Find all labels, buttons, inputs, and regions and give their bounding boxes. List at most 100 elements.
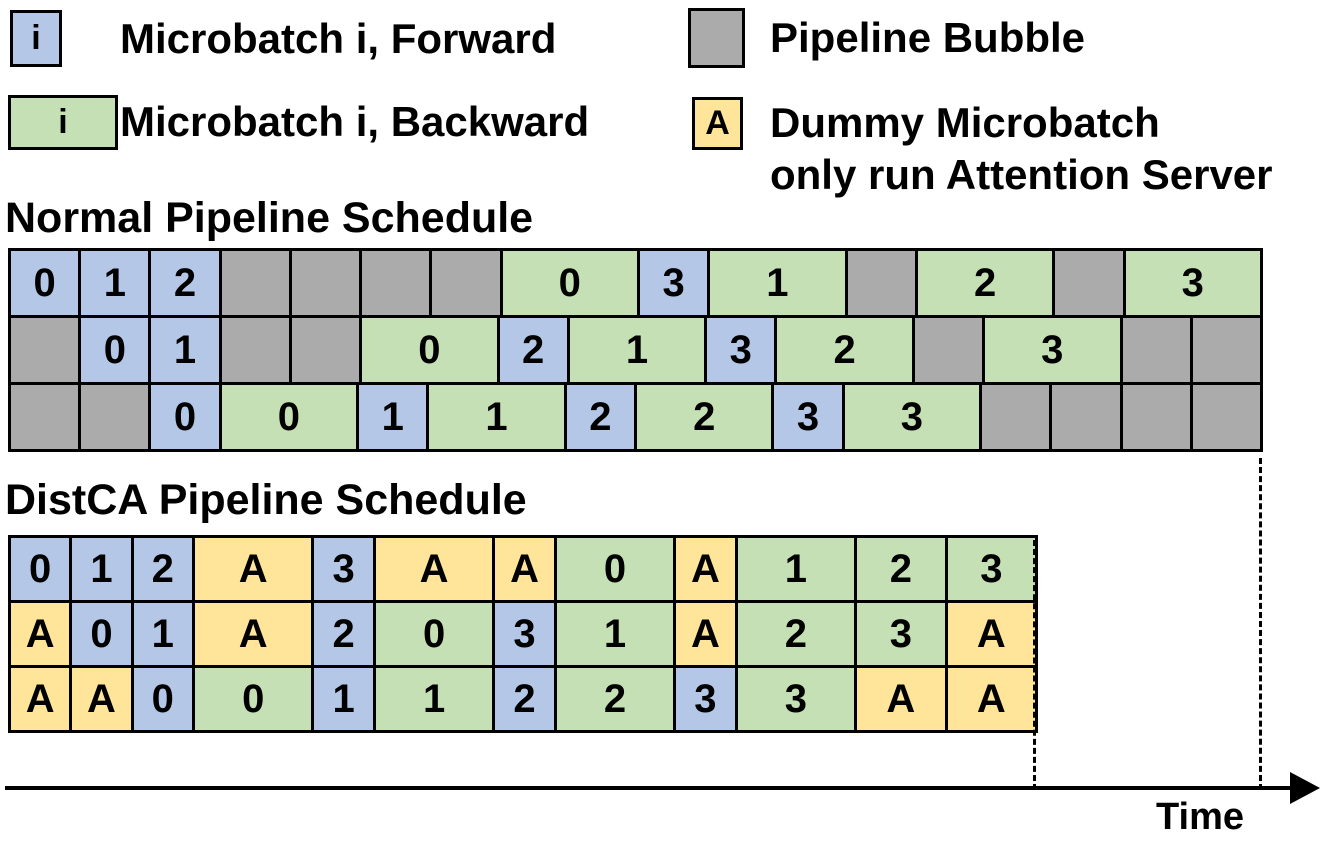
cell-backward-2: 2 [734,600,858,668]
cell-bubble [8,382,82,452]
cell-bubble [359,248,433,318]
cell-dummy-A: A [69,665,134,733]
cell-bubble [218,315,292,385]
cell-forward-3: 3 [771,382,845,452]
cell-dummy-A: A [372,535,496,603]
legend-forward-swatch-text: i [31,19,41,57]
cell-forward-2: 2 [496,315,570,385]
cell-backward-2: 2 [633,382,775,452]
legend-dummy-label-line2: only run Attention Server [770,151,1273,198]
time-axis-label: Time [1155,796,1244,838]
cell-forward-3: 3 [704,315,778,385]
cell-dummy-A: A [673,600,738,668]
cell-dummy-A: A [8,665,73,733]
cell-backward-0: 0 [191,665,315,733]
cell-forward-0: 0 [8,248,82,318]
cell-dummy-A: A [492,535,557,603]
legend-bubble-label: Pipeline Bubble [770,14,1086,61]
cell-forward-1: 1 [356,382,430,452]
cell-dummy-A: A [944,665,1039,733]
cell-bubble [288,248,363,318]
cell-backward-2: 2 [774,315,915,385]
cell-forward-0: 0 [69,600,134,668]
cell-backward-0: 0 [372,600,496,668]
cell-backward-2: 2 [854,535,948,603]
cell-forward-2: 2 [563,382,637,452]
cell-bubble [429,248,503,318]
cell-forward-3: 3 [673,665,738,733]
cell-forward-2: 2 [130,535,195,603]
cell-forward-2: 2 [492,665,557,733]
cell-bubble [1189,315,1263,385]
cell-backward-3: 3 [944,535,1039,603]
cell-bubble [8,315,82,385]
cell-backward-1: 1 [553,600,677,668]
legend-dummy-label-line1: Dummy Microbatch [770,99,1160,146]
cell-forward-3: 3 [636,248,711,318]
cell-dummy-A: A [944,600,1039,668]
cell-bubble [1119,382,1193,452]
cell-bubble [1049,382,1123,452]
cell-backward-3: 3 [841,382,983,452]
cell-backward-0: 0 [553,535,677,603]
cell-forward-1: 1 [148,315,222,385]
cell-backward-3: 3 [854,600,948,668]
distca-schedule-title: DistCA Pipeline Schedule [5,476,527,524]
cell-backward-3: 3 [982,315,1123,385]
cell-bubble [979,382,1053,452]
cell-backward-1: 1 [426,382,567,452]
cell-forward-0: 0 [130,665,195,733]
legend-dummy-swatch: A [692,97,743,150]
cell-backward-2: 2 [914,248,1056,318]
cell-bubble [288,315,363,385]
cell-backward-1: 1 [372,665,496,733]
cell-forward-1: 1 [69,535,134,603]
cell-backward-0: 0 [499,248,640,318]
cell-forward-0: 0 [78,315,152,385]
cell-forward-2: 2 [148,248,222,318]
cell-bubble [844,248,918,318]
cell-bubble [78,382,152,452]
legend-forward-label: Microbatch i, Forward [120,15,557,62]
cell-backward-2: 2 [553,665,677,733]
cell-backward-1: 1 [566,315,708,385]
cell-backward-1: 1 [734,535,858,603]
cell-bubble [1189,382,1263,452]
legend-backward-label: Microbatch i, Backward [120,98,590,145]
legend-backward-swatch: i [8,95,118,150]
cell-forward-3: 3 [311,535,376,603]
cell-dummy-A: A [8,600,73,668]
cell-bubble [218,248,292,318]
cell-dummy-A: A [854,665,948,733]
legend-dummy-swatch-text: A [705,104,730,142]
cell-forward-1: 1 [311,665,376,733]
cell-backward-3: 3 [1122,248,1263,318]
time-axis-arrowhead-icon [1290,772,1320,804]
cell-backward-3: 3 [734,665,858,733]
cell-forward-3: 3 [492,600,557,668]
cell-bubble [911,315,986,385]
cell-backward-0: 0 [218,382,360,452]
cell-forward-1: 1 [78,248,152,318]
cutoff-line-distca [1033,540,1036,790]
legend-forward-swatch: i [10,10,62,67]
cutoff-line-normal [1259,458,1262,790]
cell-backward-0: 0 [359,315,500,385]
cell-forward-1: 1 [130,600,195,668]
cell-backward-1: 1 [707,248,848,318]
normal-schedule-title: Normal Pipeline Schedule [5,194,534,242]
cell-forward-2: 2 [311,600,376,668]
cell-bubble [1119,315,1193,385]
cell-bubble [1052,248,1126,318]
legend-bubble-swatch [688,8,745,68]
cell-forward-0: 0 [148,382,222,452]
